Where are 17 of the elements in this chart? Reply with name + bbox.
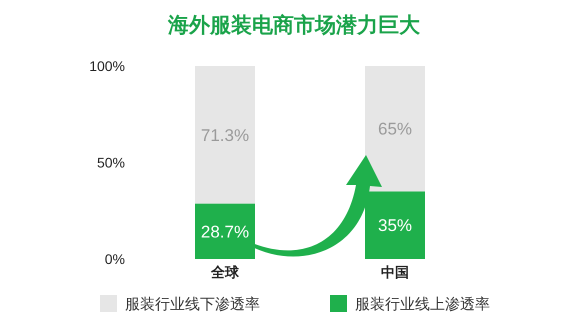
legend-item: 服装行业线上渗透率 — [330, 295, 490, 313]
legend-item: 服装行业线下渗透率 — [100, 295, 260, 313]
bar — [365, 66, 425, 192]
x-tick-label: 全球 — [210, 264, 240, 280]
data-label: 28.7% — [200, 222, 250, 242]
y-tick-label: 50% — [96, 154, 125, 170]
x-tick-label: 中国 — [381, 264, 409, 280]
bar — [195, 66, 255, 204]
y-tick-label: 100% — [89, 58, 125, 74]
data-label: 71.3% — [200, 126, 250, 145]
legend-label: 服装行业线上渗透率 — [355, 296, 490, 313]
legend-label: 服装行业线下渗透率 — [125, 296, 260, 313]
y-tick-label: 0% — [104, 251, 125, 267]
chart-title: 海外服装电商市场潜力巨大 — [167, 13, 421, 37]
bar — [195, 204, 255, 259]
data-label: 65% — [378, 120, 412, 139]
data-label: 35% — [378, 216, 412, 236]
